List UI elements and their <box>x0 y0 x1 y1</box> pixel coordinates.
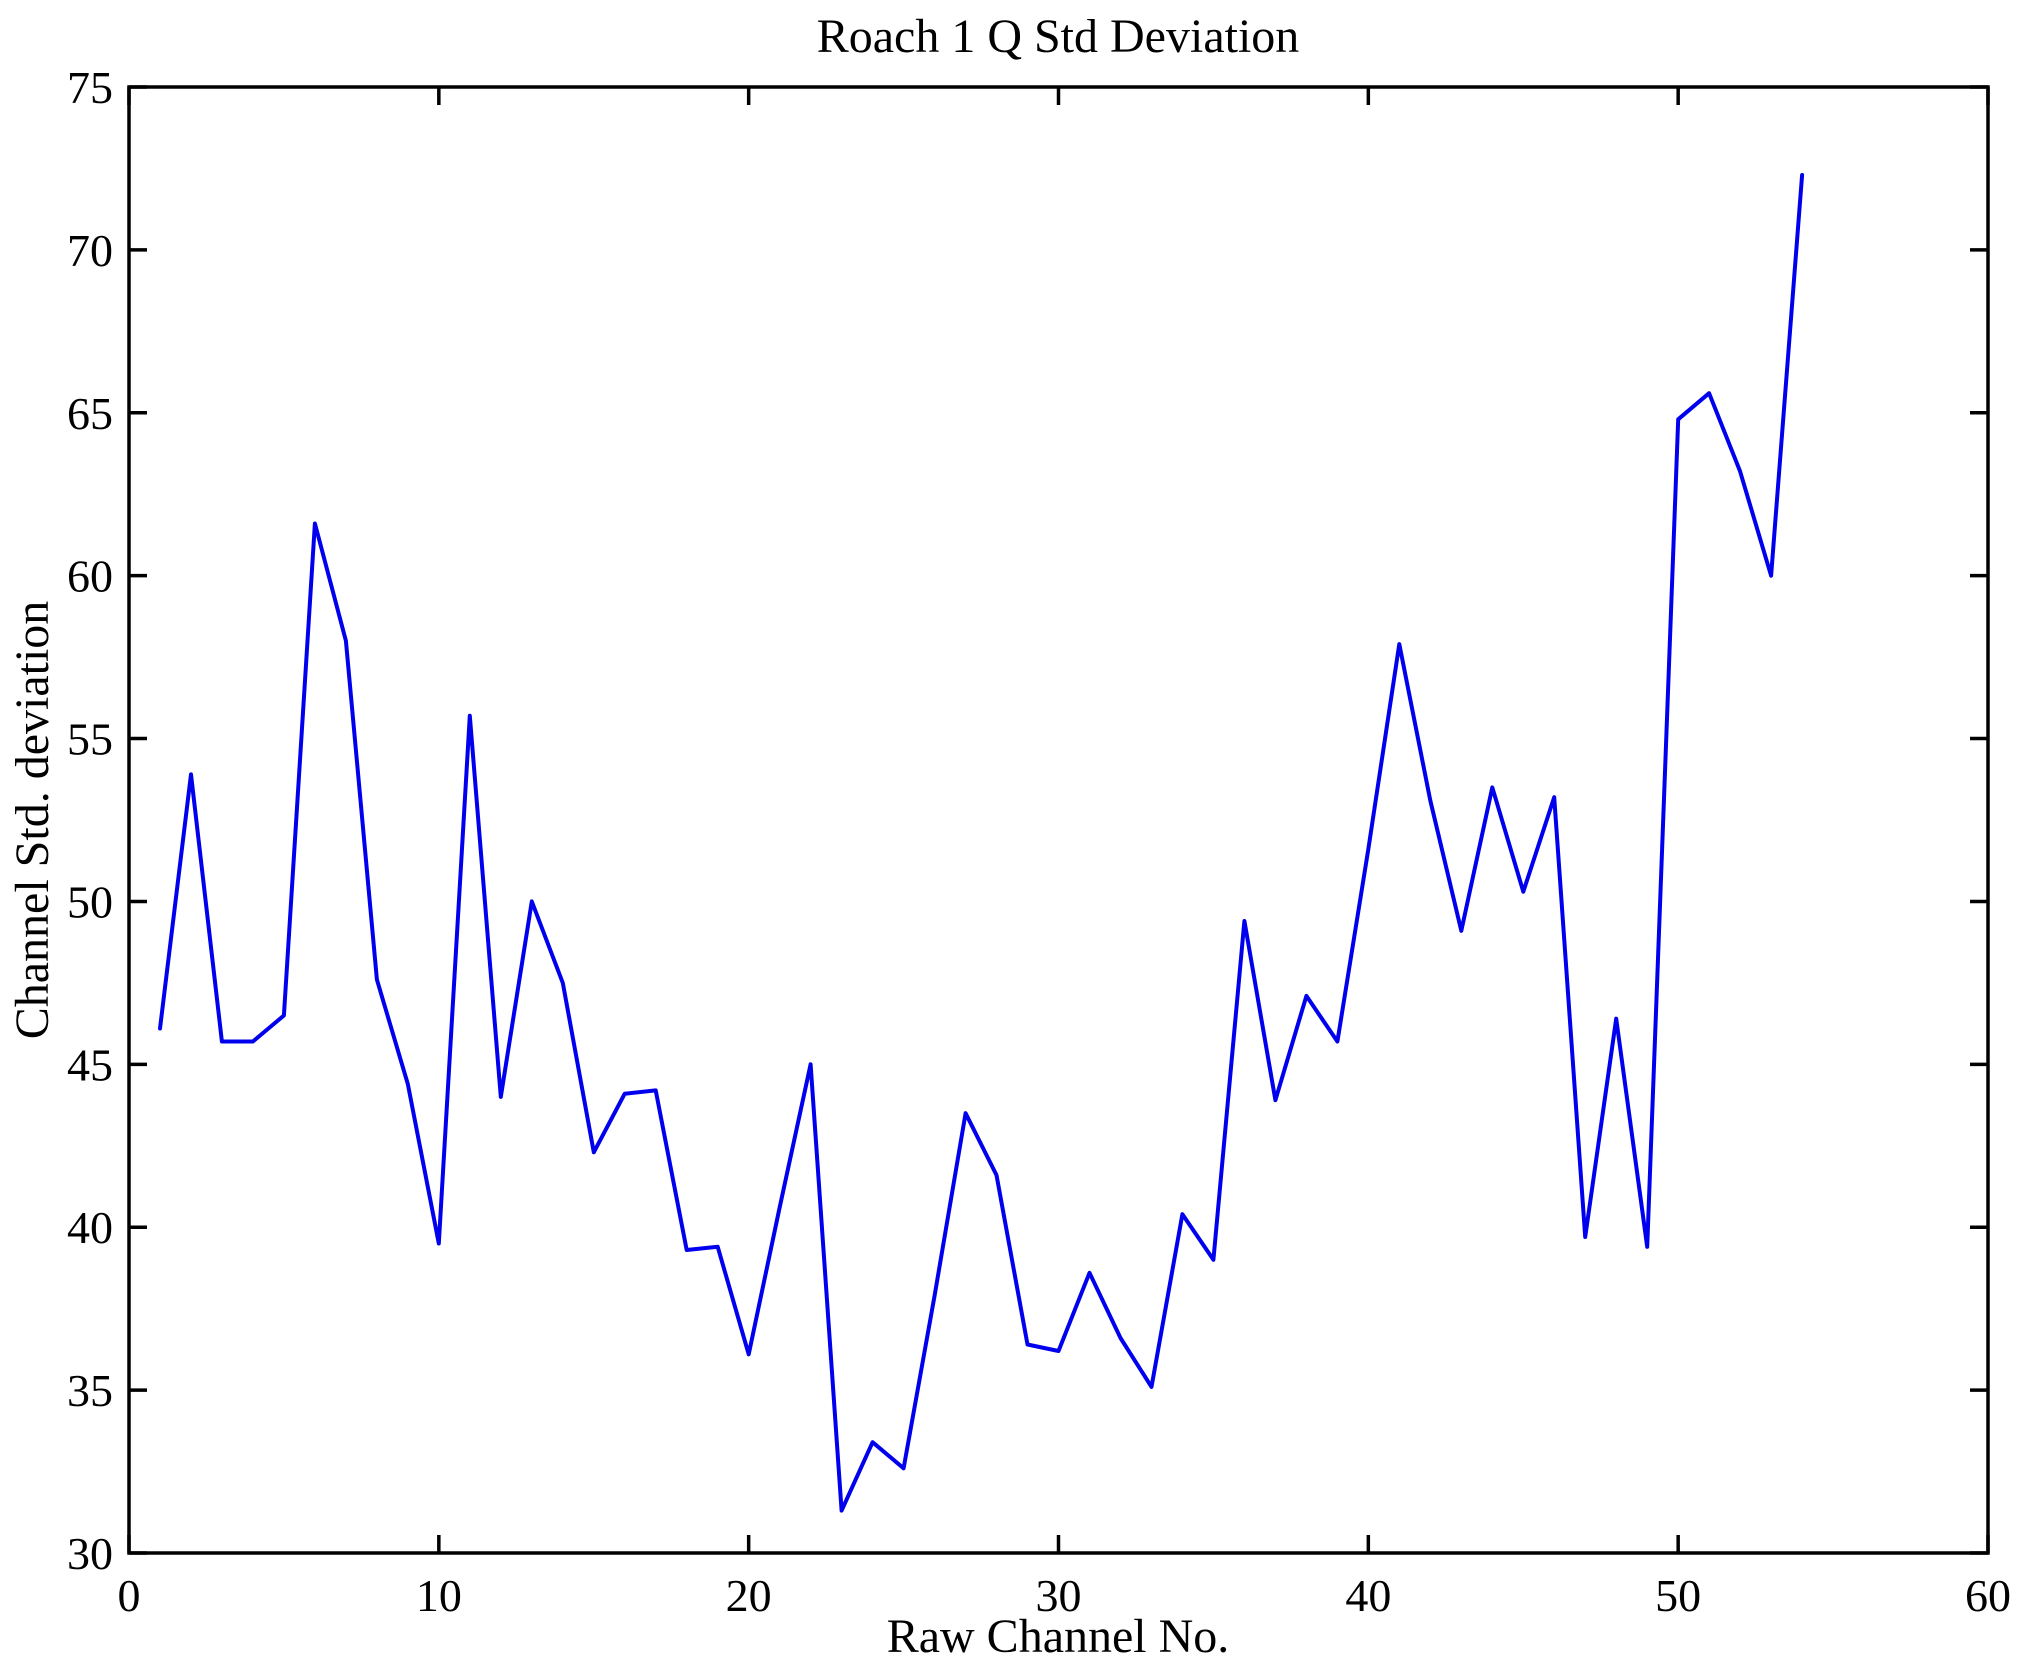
y-tick-label: 55 <box>67 714 113 765</box>
x-tick-label: 40 <box>1345 1570 1391 1621</box>
y-tick-label: 70 <box>67 225 113 276</box>
y-tick-labels: 30 35 40 45 50 55 60 65 70 75 <box>67 62 113 1579</box>
x-tick-label: 50 <box>1655 1570 1701 1621</box>
y-tick-label: 45 <box>67 1039 113 1090</box>
y-tick-label: 50 <box>67 876 113 927</box>
y-tick-label: 60 <box>67 551 113 602</box>
x-tick-label: 0 <box>118 1570 141 1621</box>
data-series <box>158 173 1805 1513</box>
x-tick-label: 30 <box>1036 1570 1082 1621</box>
x-axis-label: Raw Channel No. <box>887 1610 1230 1663</box>
y-tick-label: 35 <box>67 1365 113 1416</box>
y-axis-label: Channel Std. deviation <box>6 601 59 1040</box>
x-tick-labels: 0 10 20 30 40 50 60 <box>118 1570 2012 1621</box>
axis-ticks <box>127 85 1990 1555</box>
x-tick-label: 20 <box>726 1570 772 1621</box>
y-tick-label: 75 <box>67 62 113 113</box>
data-line <box>158 173 1805 1513</box>
y-tick-label: 30 <box>67 1528 113 1579</box>
x-tick-label: 10 <box>416 1570 462 1621</box>
y-tick-label: 40 <box>67 1202 113 1253</box>
y-tick-label: 65 <box>67 388 113 439</box>
plot-area-border <box>127 85 1990 1555</box>
x-tick-label: 60 <box>1965 1570 2011 1621</box>
chart-title: Roach 1 Q Std Deviation <box>817 10 1300 63</box>
